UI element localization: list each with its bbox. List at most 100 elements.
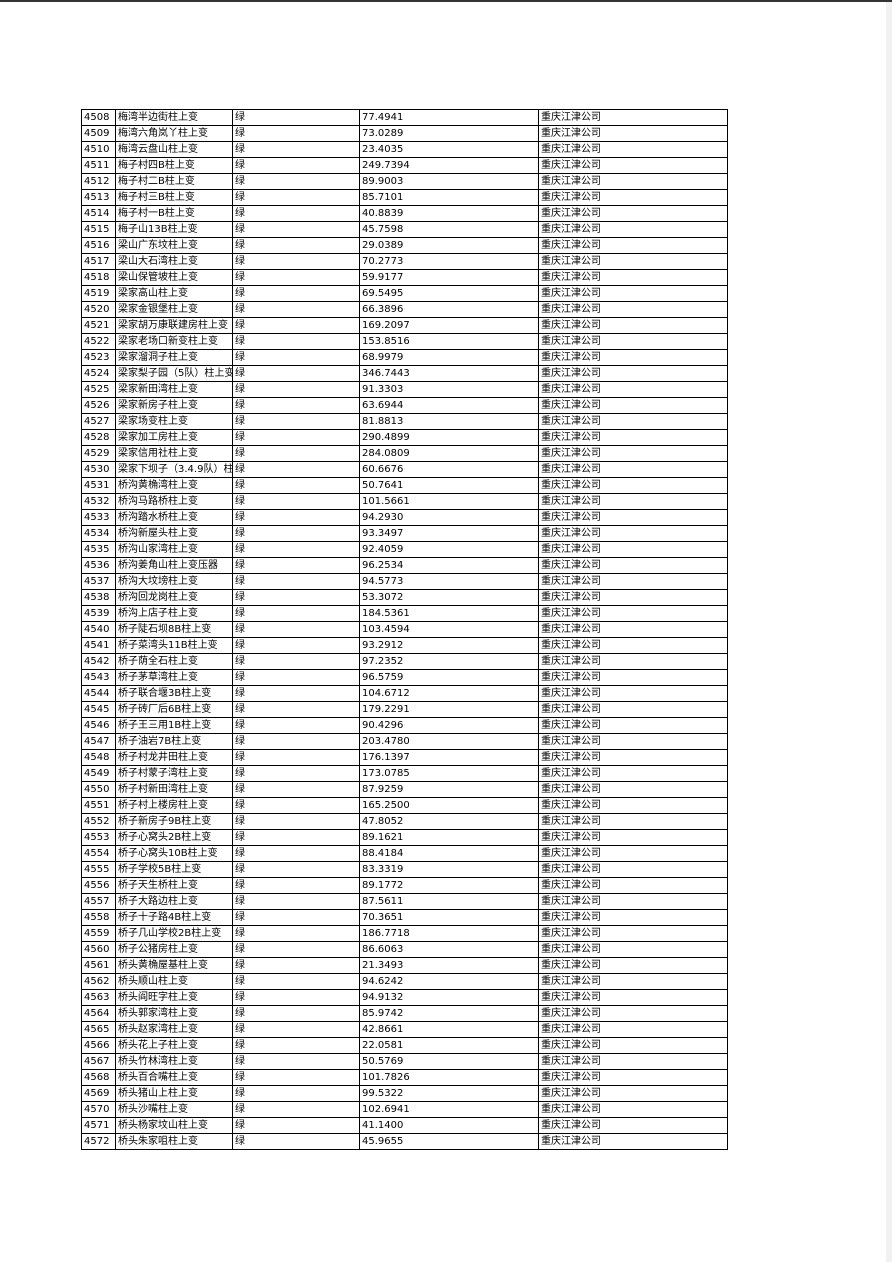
value-cell: 22.0581 <box>359 1037 539 1054</box>
table-row: 4534 桥沟新屋头柱上变绿 93.3497 重庆江津公司 <box>81 525 728 542</box>
transformer-name-cell: 梁家高山柱上变 <box>115 285 233 302</box>
status-cell: 绿 <box>232 973 360 990</box>
transformer-name-cell: 桥子荫全石柱上变 <box>115 653 233 670</box>
transformer-name-cell: 桥子菜湾头11B柱上变 <box>115 637 233 654</box>
value-cell: 77.4941 <box>359 109 539 126</box>
value-cell: 94.6242 <box>359 973 539 990</box>
value-cell: 73.0289 <box>359 125 539 142</box>
transformer-name-cell: 桥沟马路桥柱上变 <box>115 493 233 510</box>
status-cell: 绿 <box>232 1053 360 1070</box>
value-cell: 99.5322 <box>359 1085 539 1102</box>
value-cell: 101.5661 <box>359 493 539 510</box>
status-cell: 绿 <box>232 1069 360 1086</box>
value-cell: 346.7443 <box>359 365 539 382</box>
row-id-cell: 4556 <box>81 877 116 894</box>
company-cell: 重庆江津公司 <box>538 253 728 270</box>
status-cell: 绿 <box>232 941 360 958</box>
table-row: 4516 梁山广东坟柱上变绿 29.0389 重庆江津公司 <box>81 237 728 254</box>
row-id-cell: 4518 <box>81 269 116 286</box>
transformer-name-cell: 桥头沙嘴柱上变 <box>115 1101 233 1118</box>
status-cell: 绿 <box>232 557 360 574</box>
company-cell: 重庆江津公司 <box>538 941 728 958</box>
value-cell: 91.3303 <box>359 381 539 398</box>
table-row: 4524 梁家梨子园（5队）柱上变绿 346.7443 重庆江津公司 <box>81 365 728 382</box>
transformer-name-cell: 桥子新房子9B柱上变 <box>115 813 233 830</box>
table-body: 4508 梅湾半边街柱上变绿 77.4941 重庆江津公司 4509 梅湾六角岚丫柱上变绿… <box>81 109 728 1150</box>
row-id-cell: 4537 <box>81 573 116 590</box>
company-cell: 重庆江津公司 <box>538 541 728 558</box>
page-right-edge <box>886 2 892 1262</box>
transformer-name-cell: 梁家金银堡柱上变 <box>115 301 233 318</box>
value-cell: 41.1400 <box>359 1117 539 1134</box>
status-cell: 绿 <box>232 893 360 910</box>
row-id-cell: 4545 <box>81 701 116 718</box>
transformer-table: 4508 梅湾半边街柱上变绿 77.4941 重庆江津公司 4509 梅湾六角岚丫柱上变绿… <box>81 109 728 1150</box>
company-cell: 重庆江津公司 <box>538 669 728 686</box>
company-cell: 重庆江津公司 <box>538 781 728 798</box>
row-id-cell: 4530 <box>81 461 116 478</box>
transformer-name-cell: 梁家下坝子（3.4.9队）柱上变 <box>115 461 233 478</box>
status-cell: 绿 <box>232 573 360 590</box>
company-cell: 重庆江津公司 <box>538 237 728 254</box>
transformer-name-cell: 桥子心窝头10B柱上变 <box>115 845 233 862</box>
status-cell: 绿 <box>232 653 360 670</box>
company-cell: 重庆江津公司 <box>538 893 728 910</box>
row-id-cell: 4520 <box>81 301 116 318</box>
company-cell: 重庆江津公司 <box>538 861 728 878</box>
company-cell: 重庆江津公司 <box>538 1069 728 1086</box>
status-cell: 绿 <box>232 205 360 222</box>
status-cell: 绿 <box>232 237 360 254</box>
transformer-name-cell: 桥子村上楼房柱上变 <box>115 797 233 814</box>
table-row: 4540 桥子陡石坝8B柱上变绿 103.4594 重庆江津公司 <box>81 621 728 638</box>
row-id-cell: 4512 <box>81 173 116 190</box>
status-cell: 绿 <box>232 829 360 846</box>
status-cell: 绿 <box>232 397 360 414</box>
value-cell: 186.7718 <box>359 925 539 942</box>
value-cell: 169.2097 <box>359 317 539 334</box>
table-row: 4557 桥子大路边柱上变绿 87.5611 重庆江津公司 <box>81 893 728 910</box>
row-id-cell: 4550 <box>81 781 116 798</box>
value-cell: 176.1397 <box>359 749 539 766</box>
value-cell: 89.1621 <box>359 829 539 846</box>
table-row: 4529 梁家信用社柱上变绿 284.0809 重庆江津公司 <box>81 445 728 462</box>
status-cell: 绿 <box>232 189 360 206</box>
value-cell: 21.3493 <box>359 957 539 974</box>
transformer-name-cell: 桥子大路边柱上变 <box>115 893 233 910</box>
status-cell: 绿 <box>232 461 360 478</box>
row-id-cell: 4538 <box>81 589 116 606</box>
company-cell: 重庆江津公司 <box>538 637 728 654</box>
company-cell: 重庆江津公司 <box>538 1005 728 1022</box>
value-cell: 63.6944 <box>359 397 539 414</box>
value-cell: 249.7394 <box>359 157 539 174</box>
company-cell: 重庆江津公司 <box>538 1133 728 1150</box>
value-cell: 53.3072 <box>359 589 539 606</box>
transformer-name-cell: 梁家信用社柱上变 <box>115 445 233 462</box>
table-row: 4555 桥子学校5B柱上变绿 83.3319 重庆江津公司 <box>81 861 728 878</box>
transformer-name-cell: 梅湾六角岚丫柱上变 <box>115 125 233 142</box>
transformer-name-cell: 桥子几山学校2B柱上变 <box>115 925 233 942</box>
transformer-name-cell: 桥头黄桷屋基柱上变 <box>115 957 233 974</box>
company-cell: 重庆江津公司 <box>538 701 728 718</box>
company-cell: 重庆江津公司 <box>538 317 728 334</box>
company-cell: 重庆江津公司 <box>538 717 728 734</box>
company-cell: 重庆江津公司 <box>538 365 728 382</box>
table-row: 4515 梅子山13B柱上变绿 45.7598 重庆江津公司 <box>81 221 728 238</box>
row-id-cell: 4510 <box>81 141 116 158</box>
status-cell: 绿 <box>232 749 360 766</box>
row-id-cell: 4535 <box>81 541 116 558</box>
row-id-cell: 4544 <box>81 685 116 702</box>
transformer-name-cell: 桥沟黄桷湾柱上变 <box>115 477 233 494</box>
transformer-name-cell: 桥头杨家坟山柱上变 <box>115 1117 233 1134</box>
value-cell: 290.4899 <box>359 429 539 446</box>
table-row: 4521 梁家胡万康联建房柱上变绿 169.2097 重庆江津公司 <box>81 317 728 334</box>
table-row: 4514 梅子村一B柱上变绿 40.8839 重庆江津公司 <box>81 205 728 222</box>
transformer-name-cell: 桥子公猪房柱上变 <box>115 941 233 958</box>
row-id-cell: 4566 <box>81 1037 116 1054</box>
value-cell: 70.3651 <box>359 909 539 926</box>
value-cell: 102.6941 <box>359 1101 539 1118</box>
value-cell: 89.9003 <box>359 173 539 190</box>
row-id-cell: 4511 <box>81 157 116 174</box>
status-cell: 绿 <box>232 157 360 174</box>
table-row: 4551 桥子村上楼房柱上变绿 165.2500 重庆江津公司 <box>81 797 728 814</box>
table-row: 4556 桥子天生桥柱上变绿 89.1772 重庆江津公司 <box>81 877 728 894</box>
